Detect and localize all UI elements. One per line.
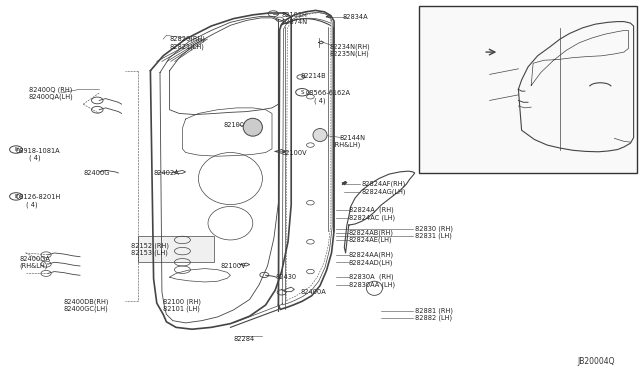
Text: 08126-8201H: 08126-8201H <box>16 194 61 200</box>
Text: JB20004Q: JB20004Q <box>577 357 614 366</box>
Polygon shape <box>342 182 347 185</box>
Text: FRDNT: FRDNT <box>435 49 459 55</box>
Text: 82824AE(LH): 82824AE(LH) <box>349 237 392 243</box>
Text: 82430: 82430 <box>275 274 296 280</box>
Text: 08566-6162A: 08566-6162A <box>306 90 351 96</box>
Text: 82824AB(RH): 82824AB(RH) <box>349 229 394 236</box>
Text: 82820(RH): 82820(RH) <box>170 36 205 42</box>
Text: 82874N: 82874N <box>282 19 308 25</box>
Text: 82824AG(LH): 82824AG(LH) <box>362 188 406 195</box>
Text: N: N <box>14 147 18 152</box>
Text: 82100H: 82100H <box>224 122 250 128</box>
Text: 82882 (LH): 82882 (LH) <box>415 315 452 321</box>
Text: 82881 (RH): 82881 (RH) <box>415 307 452 314</box>
Text: 82830A  (RH): 82830A (RH) <box>349 274 394 280</box>
Text: 82400DB(RH): 82400DB(RH) <box>64 298 109 305</box>
Text: 82824AA(RH): 82824AA(RH) <box>349 251 394 258</box>
Text: ( 4): ( 4) <box>314 97 325 104</box>
Bar <box>419 6 637 173</box>
Text: ( 4): ( 4) <box>26 201 37 208</box>
Text: B: B <box>14 194 18 199</box>
Text: 82400GA: 82400GA <box>19 256 50 262</box>
Text: 82144N: 82144N <box>339 135 365 141</box>
Text: 82893NA(LH): 82893NA(LH) <box>431 105 475 111</box>
Text: 82400GC(LH): 82400GC(LH) <box>64 305 109 312</box>
Text: 82824AC (LH): 82824AC (LH) <box>349 214 395 221</box>
Text: 82400G: 82400G <box>83 170 109 176</box>
Text: 82893M (RH): 82893M (RH) <box>431 119 474 126</box>
Text: (RH&LH): (RH&LH) <box>19 263 47 269</box>
Bar <box>138 236 214 262</box>
Text: 82284: 82284 <box>234 336 255 341</box>
Text: (RH&LH): (RH&LH) <box>333 142 361 148</box>
Text: S: S <box>300 90 304 95</box>
Text: 82893M (RH): 82893M (RH) <box>427 98 468 103</box>
Text: ( 4): ( 4) <box>29 155 40 161</box>
Text: 82402A: 82402A <box>154 170 179 176</box>
Text: 82400A: 82400A <box>301 289 326 295</box>
Text: 82893NA(LH): 82893NA(LH) <box>427 79 468 84</box>
Text: FRDNT: FRDNT <box>437 49 461 55</box>
Text: 82893N (LH): 82893N (LH) <box>427 105 467 110</box>
Text: 82400QA(LH): 82400QA(LH) <box>29 93 74 100</box>
Text: FOR. DTR: FOR. DTR <box>427 10 468 19</box>
Text: 82830 (RH): 82830 (RH) <box>415 225 452 232</box>
Text: 82893MA(RH): 82893MA(RH) <box>427 72 470 77</box>
Text: 82101 (LH): 82101 (LH) <box>163 305 200 312</box>
Text: 82153 (LH): 82153 (LH) <box>131 250 168 256</box>
Text: 82893MA(RH): 82893MA(RH) <box>431 97 477 104</box>
Text: 82821(LH): 82821(LH) <box>170 43 204 50</box>
Text: 82214B: 82214B <box>301 73 326 79</box>
Text: 82831 (LH): 82831 (LH) <box>415 233 452 240</box>
Ellipse shape <box>243 118 262 136</box>
Text: 08918-1081A: 08918-1081A <box>16 148 61 154</box>
Text: 82824AF(RH): 82824AF(RH) <box>362 181 406 187</box>
Text: 82235N(LH): 82235N(LH) <box>330 51 369 57</box>
Text: 82100V: 82100V <box>221 263 246 269</box>
Text: 82824A  (RH): 82824A (RH) <box>349 207 394 214</box>
Text: 82400Q (RH): 82400Q (RH) <box>29 86 72 93</box>
Text: 82100 (RH): 82100 (RH) <box>163 298 201 305</box>
Text: 82834A: 82834A <box>342 14 368 20</box>
Text: 82830AA (LH): 82830AA (LH) <box>349 281 395 288</box>
Text: 82152 (RH): 82152 (RH) <box>131 242 169 249</box>
Text: 82101H: 82101H <box>282 12 307 18</box>
Text: 82234N(RH): 82234N(RH) <box>330 43 371 50</box>
Ellipse shape <box>313 129 327 141</box>
Text: 82100V: 82100V <box>282 150 307 155</box>
Text: 82824AD(LH): 82824AD(LH) <box>349 259 394 266</box>
Text: 82893N (LH): 82893N (LH) <box>431 127 472 134</box>
